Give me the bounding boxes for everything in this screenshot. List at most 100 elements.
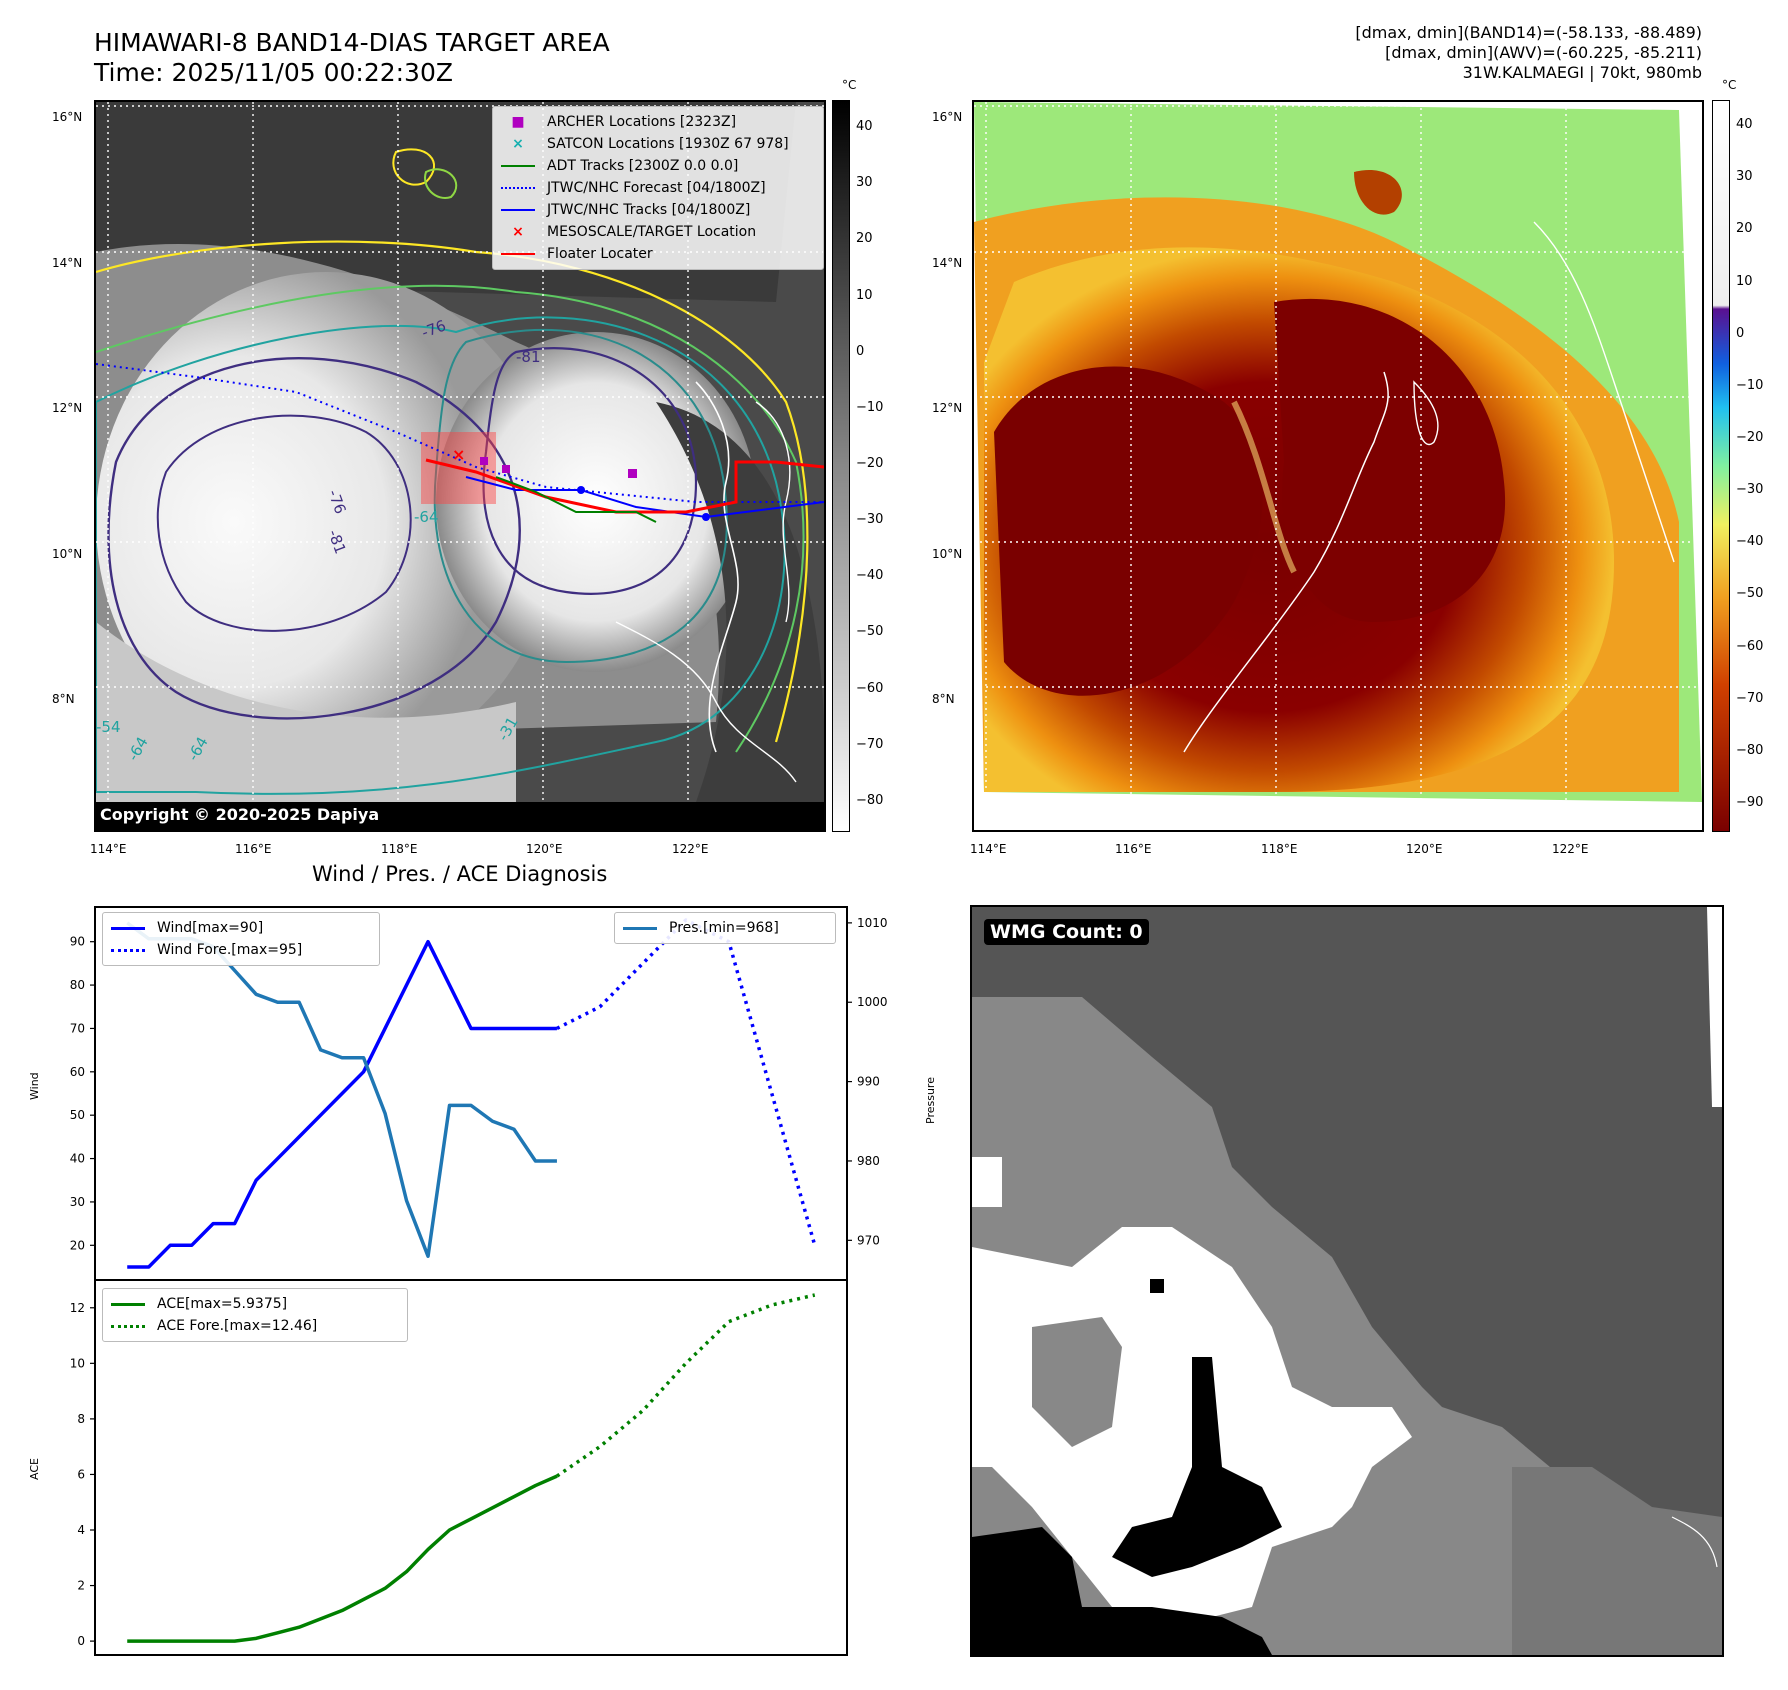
storm-info: 31W.KALMAEGI | 70kt, 980mb <box>1462 63 1702 82</box>
legend-entry-archer: ■ ARCHER Locations [2323Z] <box>501 111 815 133</box>
plot-frame <box>94 1279 848 1656</box>
lon-label: 120°E <box>1406 842 1443 856</box>
legend-label: Wind Fore.[max=95] <box>157 942 303 958</box>
legend-entry-adt: ADT Tracks [2300Z 0.0 0.0] <box>501 155 815 177</box>
y-tick-label: 80 <box>70 978 85 992</box>
y-right-tick-label: 980 <box>857 1154 880 1168</box>
legend-entry-wind: Wind[max=90] <box>111 917 371 939</box>
legend-label: JTWC/NHC Tracks [04/1800Z] <box>547 202 751 218</box>
legend-label: MESOSCALE/TARGET Location <box>547 224 757 240</box>
lat-label: 8°N <box>52 692 75 706</box>
y-tick-label: 10 <box>70 1356 85 1370</box>
lat-label: 10°N <box>932 547 963 561</box>
colorbar-tick: 0 <box>1736 325 1745 341</box>
colorbar-tick: 20 <box>856 231 873 247</box>
legend-label: ADT Tracks [2300Z 0.0 0.0] <box>547 158 739 174</box>
y-tick-label: 0 <box>77 1634 85 1648</box>
contour-label: -64 <box>414 508 439 526</box>
y-right-tick-label: 1000 <box>857 995 888 1009</box>
awv-map-image <box>974 102 1702 830</box>
lon-label: 116°E <box>1115 842 1152 856</box>
y-tick-label: 70 <box>70 1021 85 1035</box>
contour-label: -54 <box>96 718 121 736</box>
line-marker-icon <box>501 253 535 255</box>
main-title: HIMAWARI-8 BAND14-DIAS TARGET AREA <box>94 28 610 57</box>
y-tick-label: 60 <box>70 1065 85 1079</box>
colorbar-tick: −30 <box>856 512 884 528</box>
lat-label: 16°N <box>932 110 963 124</box>
lat-label: 12°N <box>52 401 83 415</box>
diagnosis-title: Wind / Pres. / ACE Diagnosis <box>312 862 608 886</box>
x-marker-icon: × <box>512 136 524 152</box>
legend-entry-ace-forecast: ACE Fore.[max=12.46] <box>111 1315 399 1337</box>
y-tick-label: 50 <box>70 1108 85 1122</box>
colorbar-tick: −20 <box>1736 429 1764 445</box>
wind-legend: Wind[max=90] Wind Fore.[max=95] <box>102 912 380 966</box>
lat-label: 8°N <box>932 692 955 706</box>
dotted-line-icon <box>501 187 535 189</box>
colorbar-tick: 40 <box>856 119 873 135</box>
colorbar-tick: 10 <box>856 287 873 303</box>
series-line <box>127 1474 558 1643</box>
legend-entry-satcon: × SATCON Locations [1930Z 67 978] <box>501 133 815 155</box>
line-marker-icon <box>111 926 145 930</box>
legend-label: Wind[max=90] <box>157 920 264 936</box>
legend-label: SATCON Locations [1930Z 67 978] <box>547 136 789 152</box>
colorbar-tick: −60 <box>1736 638 1764 654</box>
lat-label: 10°N <box>52 547 83 561</box>
lon-label: 114°E <box>90 842 127 856</box>
legend-label: Floater Locater <box>547 246 653 262</box>
colorbar-tick: −50 <box>856 624 884 640</box>
colorbar-awv-unit: °C <box>1722 78 1737 92</box>
legend-entry-jtwc-tracks: JTWC/NHC Tracks [04/1800Z] <box>501 199 815 221</box>
legend-entry-target: × MESOSCALE/TARGET Location <box>501 221 815 243</box>
x-marker-icon: × <box>512 224 524 240</box>
colorbar-tick: −40 <box>856 568 884 584</box>
y-tick-label: 6 <box>77 1467 85 1481</box>
colorbar-tick: 30 <box>1736 169 1753 185</box>
lat-label: 14°N <box>932 256 963 270</box>
lat-label: 14°N <box>52 256 83 270</box>
colorbar-tick: 10 <box>1736 273 1753 289</box>
legend-label: ARCHER Locations [2323Z] <box>547 114 737 130</box>
legend-entry-jtwc-forecast: JTWC/NHC Forecast [04/1800Z] <box>501 177 815 199</box>
lon-label: 114°E <box>970 842 1007 856</box>
lon-label: 120°E <box>526 842 563 856</box>
colorbar-awv <box>1712 100 1730 832</box>
colorbar-tick: −10 <box>1736 377 1764 393</box>
dotted-line-icon <box>111 1324 145 1328</box>
contour-label: -81 <box>516 348 541 366</box>
awv-map-panel <box>972 100 1704 832</box>
colorbar-gray-unit: °C <box>842 78 857 92</box>
series-line <box>126 921 557 1258</box>
colorbar-tick: −70 <box>856 736 884 752</box>
legend-entry-pressure: Pres.[min=968] <box>623 917 827 939</box>
lon-label: 116°E <box>235 842 272 856</box>
y-tick-label: 12 <box>70 1301 85 1315</box>
awv-dmax-dmin: [dmax, dmin](AWV)=(-60.225, -85.211) <box>1385 43 1702 62</box>
legend-label: ACE[max=5.9375] <box>157 1296 288 1312</box>
ace-legend: ACE[max=5.9375] ACE Fore.[max=12.46] <box>102 1288 408 1342</box>
time-label: Time: 2025/11/05 00:22:30Z <box>94 58 453 87</box>
line-dot-icon <box>501 209 535 211</box>
y-tick-label: 4 <box>77 1523 85 1537</box>
legend-entry-wind-forecast: Wind Fore.[max=95] <box>111 939 371 961</box>
line-marker-icon <box>623 926 657 930</box>
colorbar-tick: −20 <box>856 456 884 471</box>
wmg-panel: WMG Count: 0 <box>970 905 1724 1657</box>
band14-dmax-dmin: [dmax, dmin](BAND14)=(-58.133, -88.489) <box>1355 23 1702 42</box>
colorbar-gray <box>832 100 850 832</box>
series-line <box>127 939 557 1269</box>
legend-label: JTWC/NHC Forecast [04/1800Z] <box>547 180 766 196</box>
wmg-count-badge: WMG Count: 0 <box>984 919 1149 945</box>
colorbar-tick: 20 <box>1736 221 1753 237</box>
line-marker-icon <box>501 165 535 167</box>
square-marker-icon: ■ <box>511 114 525 130</box>
y-right-tick-label: 970 <box>857 1233 880 1247</box>
legend-entry-ace: ACE[max=5.9375] <box>111 1293 399 1315</box>
line-marker-icon <box>111 1302 145 1306</box>
colorbar-tick: −60 <box>856 680 884 696</box>
y-tick-label: 20 <box>70 1238 85 1252</box>
lat-label: 16°N <box>52 110 83 124</box>
colorbar-tick: 40 <box>1736 117 1753 133</box>
